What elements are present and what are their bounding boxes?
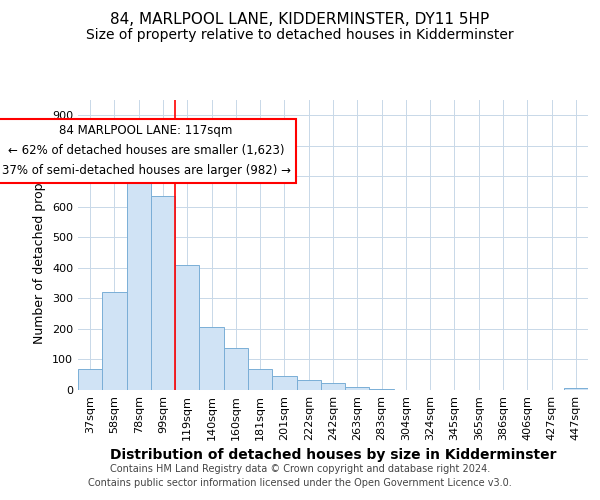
- Bar: [296, 380, 321, 390]
- Bar: [272, 376, 296, 390]
- Text: Size of property relative to detached houses in Kidderminster: Size of property relative to detached ho…: [86, 28, 514, 42]
- Text: 84, MARLPOOL LANE, KIDDERMINSTER, DY11 5HP: 84, MARLPOOL LANE, KIDDERMINSTER, DY11 5…: [110, 12, 490, 28]
- Bar: [199, 327, 224, 390]
- Bar: [321, 384, 345, 390]
- Bar: [564, 388, 588, 390]
- Bar: [345, 386, 370, 390]
- Bar: [151, 196, 175, 390]
- Bar: [127, 182, 151, 390]
- Bar: [175, 265, 199, 390]
- X-axis label: Distribution of detached houses by size in Kidderminster: Distribution of detached houses by size …: [110, 448, 556, 462]
- Bar: [78, 368, 102, 390]
- Bar: [248, 369, 272, 390]
- Bar: [370, 389, 394, 390]
- Bar: [102, 292, 127, 390]
- Text: 84 MARLPOOL LANE: 117sqm
← 62% of detached houses are smaller (1,623)
37% of sem: 84 MARLPOOL LANE: 117sqm ← 62% of detach…: [1, 124, 290, 178]
- Bar: [224, 348, 248, 390]
- Y-axis label: Number of detached properties: Number of detached properties: [34, 146, 46, 344]
- Text: Contains HM Land Registry data © Crown copyright and database right 2024.
Contai: Contains HM Land Registry data © Crown c…: [88, 464, 512, 487]
